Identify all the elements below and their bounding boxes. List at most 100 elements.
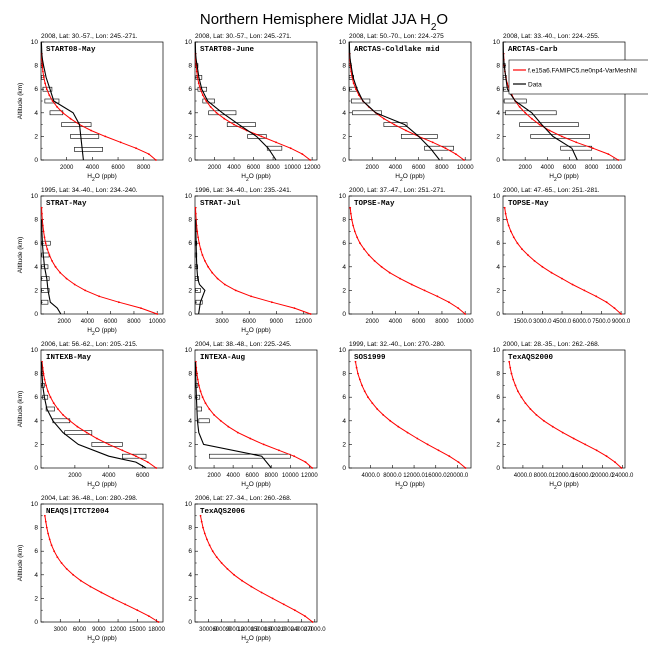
y-tick-label: 8: [342, 63, 346, 70]
model-point: [135, 147, 137, 150]
y-tick-label: 8: [188, 371, 192, 378]
y-tick-label: 4: [34, 110, 38, 117]
y-tick-label: 8: [34, 525, 38, 532]
y-tick-label: 4: [342, 264, 346, 271]
y-tick-label: 4: [188, 418, 192, 425]
y-tick-label: 10: [185, 39, 193, 46]
x-tick-label: 6000: [73, 627, 87, 633]
model-point: [457, 461, 460, 463]
model-point: [197, 236, 199, 239]
model-point: [196, 230, 199, 233]
model-point: [289, 147, 292, 150]
model-point: [538, 123, 541, 126]
data-range-bar: [61, 122, 92, 127]
model-point: [51, 260, 53, 262]
model-point: [85, 431, 88, 434]
x-tick-label: 12000: [304, 165, 321, 171]
model-point: [61, 111, 64, 114]
model-point: [514, 384, 517, 387]
model-point: [223, 283, 226, 286]
model-point: [301, 153, 304, 156]
panel-1: 2008, Lat: 30.-57., Lon: 245.-271. START0…: [17, 33, 164, 183]
model-point: [197, 82, 200, 85]
model-point: [512, 378, 515, 381]
y-tick-label: 8: [188, 63, 192, 70]
model-point: [376, 408, 379, 410]
model-point: [205, 100, 208, 102]
model-point: [304, 615, 306, 617]
y-tick-label: 0: [342, 157, 346, 164]
model-point: [57, 408, 59, 410]
model-point: [199, 88, 202, 91]
x-tick-label: 4000: [227, 165, 241, 171]
model-point: [45, 384, 47, 387]
model-point: [215, 111, 218, 114]
model-point: [507, 224, 510, 227]
x-tick-label: 4000: [86, 165, 100, 171]
model-point: [352, 224, 354, 227]
data-range-bar: [70, 134, 100, 139]
model-point: [423, 289, 426, 292]
model-point: [524, 402, 527, 404]
x-tick-label: 8000.0: [534, 473, 553, 479]
legend-box: [508, 59, 648, 95]
y-tick-label: 0: [34, 619, 38, 626]
x-tick-label: 12000: [295, 319, 312, 325]
y-tick-label: 0: [342, 465, 346, 472]
model-point: [355, 366, 358, 369]
y-tick-label: 10: [493, 193, 501, 200]
model-point: [44, 82, 47, 85]
x-tick-label: 12000: [110, 627, 127, 633]
model-point: [156, 313, 159, 315]
data-range-bar: [530, 134, 590, 139]
data-range-bar: [266, 145, 283, 151]
x-tick-label: 3000.0: [533, 319, 552, 325]
x-tick-label: 8000: [585, 165, 599, 171]
model-point: [211, 550, 214, 553]
model-line: [349, 207, 466, 315]
model-point: [65, 568, 68, 570]
model-point: [517, 390, 519, 393]
data-range-bar: [41, 288, 50, 293]
data-range-bar: [45, 406, 55, 412]
y-tick-label: 6: [342, 86, 346, 93]
x-tick-label: 12000: [301, 473, 318, 479]
x-tick-label: 6000: [563, 165, 577, 171]
x-axis-label: H2O (ppb): [241, 481, 271, 491]
x-tick-label: 2000: [58, 319, 72, 325]
model-point: [527, 254, 529, 256]
data-range-bar: [352, 110, 382, 116]
model-point: [512, 236, 515, 239]
panel-name: TOPSE-May: [508, 200, 549, 208]
data-range-bar: [122, 453, 147, 459]
y-tick-label: 10: [31, 39, 39, 46]
y-tick-label: 8: [342, 371, 346, 378]
panel-header: 2000, Lat: 47.-65., Lon: 251.-281.: [503, 187, 600, 194]
model-point: [363, 248, 366, 251]
model-point: [583, 289, 586, 292]
y-tick-label: 4: [188, 264, 192, 271]
model-point: [397, 425, 400, 428]
model-point: [524, 111, 527, 114]
model-point: [595, 449, 598, 452]
model-point: [201, 94, 204, 96]
model-point: [90, 129, 92, 132]
model-point: [373, 260, 376, 262]
model-line: [508, 361, 622, 469]
model-point: [56, 106, 58, 108]
y-tick-label: 4: [496, 418, 500, 425]
model-point: [42, 230, 45, 233]
x-tick-label: 16000.0: [572, 473, 594, 479]
x-tick-label: 6000.0: [212, 627, 231, 633]
y-tick-label: 6: [342, 240, 346, 247]
y-tick-label: 8: [34, 217, 38, 224]
panel-header: 2000, Lat: 28.-35., Lon: 262.-268.: [503, 341, 600, 348]
y-tick-label: 6: [34, 548, 38, 555]
x-axis-label: H2O (ppb): [241, 635, 271, 645]
model-point: [76, 425, 79, 428]
panel-header: 1995, Lat: 34.-40., Lon: 234.-240.: [41, 187, 138, 194]
model-point: [43, 378, 46, 381]
model-point: [43, 514, 46, 517]
model-point: [155, 467, 158, 469]
x-tick-label: 9000: [92, 627, 106, 633]
